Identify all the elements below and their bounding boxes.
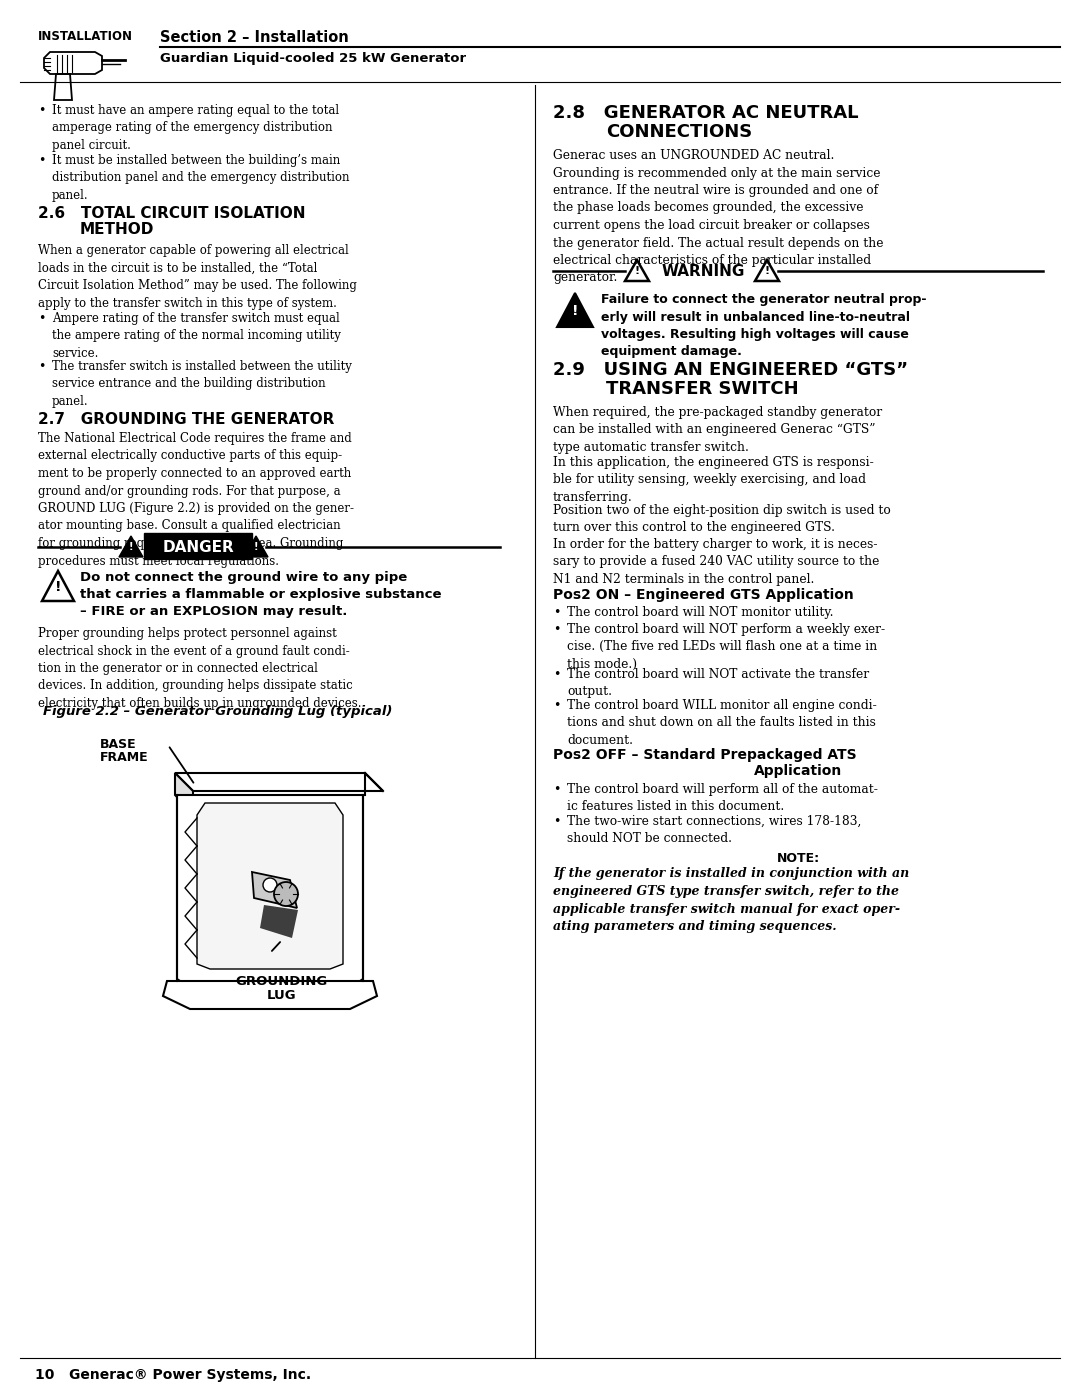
- Text: INSTALLATION: INSTALLATION: [38, 29, 133, 43]
- Text: LUG: LUG: [267, 989, 297, 1002]
- Text: CONNECTIONS: CONNECTIONS: [606, 123, 753, 141]
- Text: Generac uses an UNGROUNDED AC neutral.
Grounding is recommended only at the main: Generac uses an UNGROUNDED AC neutral. G…: [553, 149, 883, 285]
- Text: Section 2 – Installation: Section 2 – Installation: [160, 29, 349, 45]
- Text: Ampere rating of the transfer switch must equal
the ampere rating of the normal : Ampere rating of the transfer switch mus…: [52, 312, 341, 360]
- Text: When required, the pre-packaged standby generator
can be installed with an engin: When required, the pre-packaged standby …: [553, 407, 882, 454]
- Text: In order for the battery charger to work, it is neces-
sary to provide a fused 2: In order for the battery charger to work…: [553, 538, 879, 585]
- Text: 2.6   TOTAL CIRCUIT ISOLATION: 2.6 TOTAL CIRCUIT ISOLATION: [38, 205, 306, 221]
- Text: It must be installed between the building’s main
distribution panel and the emer: It must be installed between the buildin…: [52, 154, 350, 203]
- Text: METHOD: METHOD: [80, 222, 154, 237]
- Text: !: !: [571, 305, 578, 319]
- Text: DANGER: DANGER: [162, 539, 234, 555]
- Polygon shape: [175, 773, 193, 813]
- Text: Guardian Liquid-cooled 25 kW Generator: Guardian Liquid-cooled 25 kW Generator: [160, 52, 467, 66]
- Text: The control board WILL monitor all engine condi-
tions and shut down on all the : The control board WILL monitor all engin…: [567, 698, 877, 747]
- Text: FRAME: FRAME: [100, 752, 149, 764]
- Text: !: !: [254, 542, 258, 552]
- Text: Position two of the eight-position dip switch is used to
turn over this control : Position two of the eight-position dip s…: [553, 504, 891, 535]
- Text: •: •: [38, 312, 45, 326]
- Text: Proper grounding helps protect personnel against
electrical shock in the event o: Proper grounding helps protect personnel…: [38, 627, 362, 710]
- Text: The National Electrical Code requires the frame and
external electrically conduc: The National Electrical Code requires th…: [38, 432, 354, 567]
- Text: Figure 2.2 – Generator Grounding Lug (typical): Figure 2.2 – Generator Grounding Lug (ty…: [43, 705, 392, 718]
- Text: If the generator is installed in conjunction with an
engineered GTS type transfe: If the generator is installed in conjunc…: [553, 868, 909, 933]
- Text: !: !: [129, 542, 133, 552]
- Text: 2.7   GROUNDING THE GENERATOR: 2.7 GROUNDING THE GENERATOR: [38, 412, 335, 427]
- Text: •: •: [553, 782, 561, 795]
- Text: •: •: [553, 814, 561, 827]
- Text: The control board will NOT activate the transfer
output.: The control board will NOT activate the …: [567, 668, 869, 698]
- Polygon shape: [177, 795, 363, 990]
- Text: •: •: [38, 360, 45, 373]
- Text: TRANSFER SWITCH: TRANSFER SWITCH: [606, 380, 798, 398]
- Polygon shape: [197, 803, 343, 970]
- Text: The transfer switch is installed between the utility
service entrance and the bu: The transfer switch is installed between…: [52, 360, 352, 408]
- Text: 2.8   GENERATOR AC NEUTRAL: 2.8 GENERATOR AC NEUTRAL: [553, 103, 859, 122]
- Polygon shape: [755, 260, 779, 281]
- Circle shape: [264, 877, 276, 893]
- Text: The control board will NOT monitor utility.: The control board will NOT monitor utili…: [567, 606, 834, 619]
- Polygon shape: [252, 872, 297, 908]
- Text: •: •: [553, 668, 561, 680]
- Text: Do not connect the ground wire to any pipe
that carries a flammable or explosive: Do not connect the ground wire to any pi…: [80, 571, 442, 617]
- Text: Pos2 OFF – Standard Prepackaged ATS: Pos2 OFF – Standard Prepackaged ATS: [553, 749, 856, 763]
- Text: !: !: [634, 265, 639, 277]
- Text: The control board will perform all of the automat-
ic features listed in this do: The control board will perform all of th…: [567, 782, 878, 813]
- Text: NOTE:: NOTE:: [777, 852, 820, 865]
- Polygon shape: [625, 260, 649, 281]
- Text: !: !: [55, 580, 62, 594]
- Text: •: •: [553, 698, 561, 712]
- Text: WARNING: WARNING: [661, 264, 745, 278]
- Text: The two-wire start connections, wires 178-183,
should NOT be connected.: The two-wire start connections, wires 17…: [567, 814, 862, 845]
- Text: 2.9   USING AN ENGINEERED “GTS”: 2.9 USING AN ENGINEERED “GTS”: [553, 360, 908, 379]
- Text: !: !: [765, 265, 770, 277]
- Text: •: •: [38, 154, 45, 168]
- Circle shape: [274, 882, 298, 907]
- Polygon shape: [163, 981, 377, 1009]
- Text: When a generator capable of powering all electrical
loads in the circuit is to b: When a generator capable of powering all…: [38, 244, 356, 310]
- Text: BASE: BASE: [100, 738, 137, 752]
- Polygon shape: [260, 905, 298, 937]
- Text: •: •: [553, 623, 561, 636]
- Text: •: •: [553, 606, 561, 619]
- Text: In this application, the engineered GTS is responsi-
ble for utility sensing, we: In this application, the engineered GTS …: [553, 455, 874, 504]
- Polygon shape: [557, 293, 593, 327]
- Polygon shape: [119, 536, 143, 557]
- Text: It must have an ampere rating equal to the total
amperage rating of the emergenc: It must have an ampere rating equal to t…: [52, 103, 339, 152]
- FancyBboxPatch shape: [144, 534, 252, 559]
- Text: Failure to connect the generator neutral prop-
erly will result in unbalanced li: Failure to connect the generator neutral…: [600, 293, 927, 359]
- Text: 10   Generac® Power Systems, Inc.: 10 Generac® Power Systems, Inc.: [35, 1368, 311, 1382]
- Text: Application: Application: [754, 764, 842, 778]
- Polygon shape: [244, 536, 268, 557]
- Text: •: •: [38, 103, 45, 117]
- Text: Pos2 ON – Engineered GTS Application: Pos2 ON – Engineered GTS Application: [553, 588, 854, 602]
- Polygon shape: [175, 773, 383, 791]
- Text: GROUNDING: GROUNDING: [235, 975, 328, 988]
- Text: The control board will NOT perform a weekly exer-
cise. (The five red LEDs will : The control board will NOT perform a wee…: [567, 623, 886, 671]
